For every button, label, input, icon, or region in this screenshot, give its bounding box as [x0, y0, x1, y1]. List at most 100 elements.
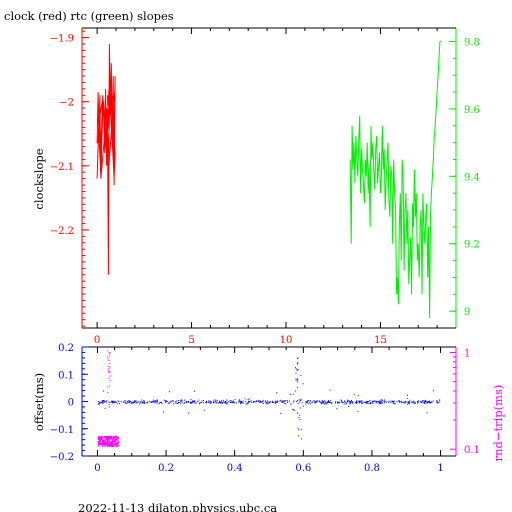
- offset-point: [343, 403, 345, 405]
- offset-point: [172, 400, 174, 402]
- offset-point: [198, 403, 200, 405]
- roundtrip-point: [116, 436, 118, 438]
- offset-point: [300, 374, 302, 376]
- offset-point: [335, 401, 337, 403]
- bottom-y2-tick-label: 0.1: [464, 445, 480, 456]
- offset-point: [288, 400, 290, 402]
- offset-point: [256, 400, 258, 402]
- offset-point: [295, 367, 296, 369]
- offset-point: [393, 403, 395, 405]
- offset-point: [413, 402, 415, 404]
- offset-point: [323, 401, 325, 403]
- offset-point: [428, 401, 430, 403]
- offset-point: [309, 403, 311, 405]
- offset-point: [386, 401, 388, 403]
- offset-point: [185, 401, 187, 403]
- offset-point: [103, 400, 104, 402]
- series-line-clock: [96, 43, 116, 275]
- offset-point: [284, 400, 286, 402]
- roundtrip-point: [103, 439, 105, 441]
- offset-point: [199, 402, 201, 404]
- offset-point: [135, 402, 137, 404]
- offset-point: [170, 401, 172, 403]
- offset-point: [253, 402, 255, 404]
- offset-point: [353, 394, 355, 396]
- roundtrip-point: [114, 444, 116, 447]
- offset-point: [274, 401, 276, 403]
- roundtrip-point: [109, 439, 111, 441]
- roundtrip-point: [99, 440, 101, 442]
- offset-point: [326, 403, 328, 405]
- offset-point: [178, 402, 180, 404]
- offset-point: [425, 400, 427, 402]
- bottom-y-tick-label: −0.2: [50, 452, 74, 463]
- roundtrip-point: [109, 436, 111, 438]
- roundtrip-point: [97, 440, 99, 442]
- roundtrip-point: [107, 350, 109, 352]
- offset-point: [408, 402, 410, 404]
- offset-point: [306, 402, 308, 404]
- roundtrip-point: [116, 437, 119, 440]
- offset-point: [326, 401, 328, 403]
- roundtrip-point: [108, 436, 110, 438]
- roundtrip-point: [103, 437, 105, 439]
- roundtrip-point: [110, 438, 113, 440]
- roundtrip-point: [115, 441, 117, 443]
- roundtrip-point: [102, 443, 104, 446]
- top-y2-tick-label: 9.2: [464, 240, 480, 251]
- roundtrip-point: [108, 371, 110, 373]
- offset-point: [235, 402, 237, 404]
- offset-point: [366, 402, 368, 404]
- offset-point: [124, 400, 126, 402]
- offset-point: [424, 402, 426, 404]
- offset-point: [358, 400, 360, 402]
- offset-point: [197, 401, 199, 402]
- offset-point: [337, 401, 339, 403]
- chart-title: clock (red) rtc (green) slopes: [4, 9, 174, 23]
- offset-point: [191, 402, 193, 403]
- offset-point: [166, 400, 168, 402]
- offset-point: [239, 402, 241, 404]
- offset-point: [254, 401, 256, 402]
- roundtrip-point: [117, 444, 119, 446]
- offset-point: [239, 400, 241, 402]
- offset-point: [298, 429, 300, 431]
- offset-point: [431, 401, 433, 403]
- offset-point: [109, 402, 111, 404]
- offset-point: [224, 402, 226, 404]
- offset-point: [99, 402, 101, 404]
- offset-point: [202, 402, 204, 404]
- offset-point: [337, 402, 339, 404]
- offset-point: [417, 401, 419, 403]
- offset-point: [417, 400, 419, 402]
- roundtrip-point: [98, 435, 100, 438]
- offset-point: [314, 402, 316, 404]
- offset-point: [184, 402, 186, 404]
- roundtrip-point: [108, 359, 110, 361]
- roundtrip-point: [110, 444, 112, 446]
- roundtrip-point: [108, 442, 110, 444]
- offset-point: [112, 400, 114, 402]
- roundtrip-point: [106, 442, 108, 444]
- offset-point: [193, 402, 195, 404]
- offset-point: [98, 403, 100, 405]
- offset-point: [244, 398, 246, 400]
- offset-point: [327, 401, 329, 403]
- roundtrip-point: [106, 444, 108, 446]
- offset-point: [372, 400, 374, 402]
- offset-point: [180, 400, 182, 402]
- roundtrip-point: [107, 437, 109, 439]
- offset-point: [163, 399, 165, 401]
- offset-point: [375, 400, 377, 402]
- roundtrip-point: [98, 445, 100, 447]
- offset-point: [175, 401, 177, 403]
- offset-point: [427, 401, 429, 403]
- offset-point: [180, 401, 181, 403]
- roundtrip-point: [114, 439, 116, 442]
- offset-point: [403, 401, 405, 403]
- bottom-y-axis-label: offset(ms): [32, 373, 46, 431]
- roundtrip-point: [110, 436, 113, 438]
- offset-point: [246, 403, 248, 405]
- roundtrip-point: [113, 437, 115, 440]
- offset-point: [268, 402, 270, 403]
